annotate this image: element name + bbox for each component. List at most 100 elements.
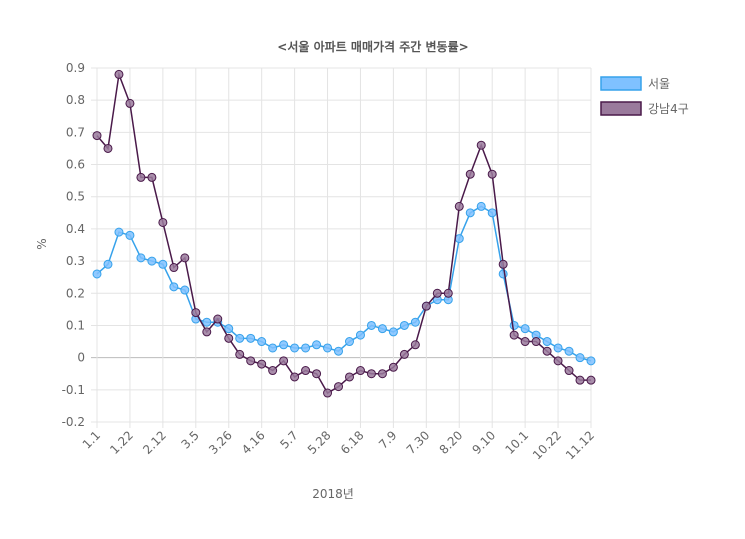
data-point bbox=[103, 259, 113, 269]
data-point bbox=[257, 337, 267, 347]
data-point bbox=[410, 317, 420, 327]
data-point bbox=[180, 253, 190, 263]
data-point bbox=[114, 227, 124, 237]
data-point bbox=[465, 169, 475, 179]
data-point bbox=[169, 282, 179, 292]
data-point bbox=[586, 375, 596, 385]
legend-item: 강남4구 bbox=[600, 101, 689, 116]
x-tick-label: 1.1 bbox=[80, 428, 103, 451]
data-point bbox=[312, 369, 322, 379]
legend-label: 서울 bbox=[648, 77, 670, 91]
data-point bbox=[487, 208, 497, 218]
data-point bbox=[136, 172, 146, 182]
data-point bbox=[224, 333, 234, 343]
y-tick-label: 0.2 bbox=[66, 286, 85, 300]
data-point bbox=[388, 362, 398, 372]
data-point bbox=[92, 131, 102, 141]
data-point bbox=[301, 366, 311, 376]
data-point bbox=[355, 330, 365, 340]
data-point bbox=[147, 256, 157, 266]
data-point bbox=[224, 324, 234, 334]
data-point bbox=[388, 327, 398, 337]
legend-swatch bbox=[600, 101, 642, 116]
data-point bbox=[191, 308, 201, 318]
data-point bbox=[465, 208, 475, 218]
data-point bbox=[344, 372, 354, 382]
data-point bbox=[125, 230, 135, 240]
data-point bbox=[443, 288, 453, 298]
series-0 bbox=[92, 201, 596, 366]
data-point bbox=[476, 140, 486, 150]
data-point bbox=[542, 337, 552, 347]
data-point bbox=[377, 369, 387, 379]
x-tick-label: 4.16 bbox=[239, 428, 268, 457]
data-point bbox=[498, 269, 508, 279]
x-tick-label: 3.26 bbox=[206, 428, 235, 457]
series-line bbox=[96, 71, 591, 395]
data-point bbox=[246, 356, 256, 366]
data-point bbox=[520, 337, 530, 347]
x-tick-label: 10.22 bbox=[530, 428, 564, 462]
y-tick-label: 0.5 bbox=[66, 190, 85, 204]
data-point bbox=[290, 372, 300, 382]
legend-label: 강남4구 bbox=[648, 102, 689, 116]
data-point bbox=[410, 340, 420, 350]
data-point bbox=[213, 314, 223, 324]
x-tick-label: 6.18 bbox=[338, 428, 367, 457]
data-point bbox=[334, 382, 344, 392]
data-point bbox=[202, 327, 212, 337]
data-point bbox=[355, 366, 365, 376]
x-tick-label: 5.7 bbox=[277, 428, 300, 451]
data-point bbox=[312, 340, 322, 350]
x-axis-label: 2018년 bbox=[312, 487, 354, 501]
data-point bbox=[235, 333, 245, 343]
data-point bbox=[366, 369, 376, 379]
x-tick-label: 7.9 bbox=[376, 428, 399, 451]
data-point bbox=[399, 349, 409, 359]
data-point bbox=[136, 253, 146, 263]
data-point bbox=[564, 346, 574, 356]
y-tick-label: 0.8 bbox=[66, 93, 85, 107]
data-point bbox=[334, 346, 344, 356]
data-point bbox=[246, 333, 256, 343]
data-point bbox=[487, 169, 497, 179]
x-tick-label: 7.30 bbox=[404, 428, 433, 457]
data-point bbox=[180, 285, 190, 295]
data-point bbox=[520, 324, 530, 334]
x-tick-label: 10.1 bbox=[502, 428, 531, 457]
data-point bbox=[235, 349, 245, 359]
data-point bbox=[169, 263, 179, 273]
x-tick-label: 11.12 bbox=[563, 428, 597, 462]
data-point bbox=[575, 375, 585, 385]
y-tick-label: 0.3 bbox=[66, 254, 85, 268]
y-tick-label: 0.4 bbox=[66, 222, 85, 236]
data-point bbox=[509, 320, 519, 330]
data-point bbox=[125, 98, 135, 108]
x-tick-label: 5.28 bbox=[305, 428, 334, 457]
legend-swatch bbox=[600, 76, 642, 91]
data-point bbox=[268, 343, 278, 353]
data-point bbox=[323, 343, 333, 353]
data-point bbox=[103, 143, 113, 153]
data-point bbox=[421, 301, 431, 311]
y-tick-label: -0.2 bbox=[62, 415, 85, 429]
chart-title: <서울 아파트 매매가격 주간 변동률> bbox=[277, 39, 468, 54]
data-point bbox=[290, 343, 300, 353]
data-point bbox=[564, 366, 574, 376]
data-point bbox=[454, 234, 464, 244]
data-point bbox=[575, 353, 585, 363]
y-tick-label: 0.6 bbox=[66, 158, 85, 172]
data-point bbox=[114, 69, 124, 79]
data-point bbox=[542, 346, 552, 356]
data-point bbox=[344, 337, 354, 347]
data-point bbox=[377, 324, 387, 334]
data-point bbox=[268, 366, 278, 376]
y-tick-label: 0.7 bbox=[66, 125, 85, 139]
data-point bbox=[301, 343, 311, 353]
data-point bbox=[366, 320, 376, 330]
data-point bbox=[454, 201, 464, 211]
data-point bbox=[432, 288, 442, 298]
x-tick-label: 1.22 bbox=[107, 428, 136, 457]
data-point bbox=[553, 343, 563, 353]
